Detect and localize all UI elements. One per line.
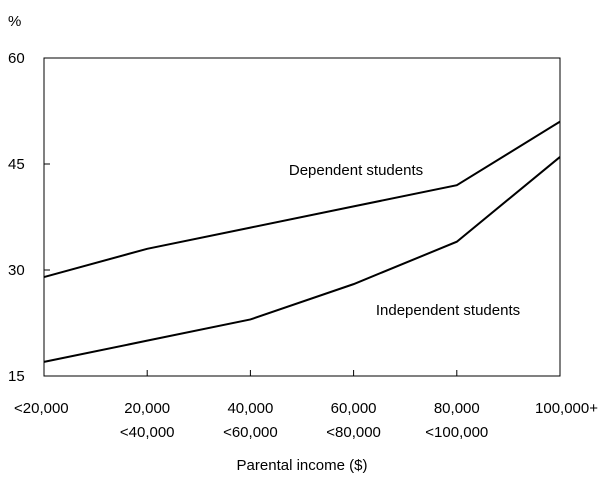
x-tick-label: <80,000 <box>326 424 381 441</box>
x-tick-label: 40,000 <box>227 400 273 417</box>
y-axis-ticks: 15 30 45 60 <box>8 50 50 385</box>
series-labels: Dependent students Independent students <box>289 162 520 319</box>
series-lines <box>43 120 561 363</box>
y-tick-label: 45 <box>8 156 25 173</box>
series-label-independent: Independent students <box>376 302 520 319</box>
y-tick-label: 15 <box>8 368 25 385</box>
series-line-dependent <box>43 120 561 279</box>
x-tick-label: 60,000 <box>331 400 377 417</box>
y-tick-label: 60 <box>8 50 25 67</box>
x-tick-label: 100,000+ <box>535 400 598 417</box>
x-axis-ticks: <20,000 20,000 <40,000 40,000 <60,000 60,000 <… <box>14 370 598 441</box>
x-tick-label: <60,000 <box>223 424 278 441</box>
y-axis-label: % <box>8 13 21 30</box>
x-tick-label: 20,000 <box>124 400 170 417</box>
x-tick-label: <40,000 <box>120 424 175 441</box>
plot-frame <box>43 57 561 377</box>
x-tick-label: <20,000 <box>14 400 69 417</box>
x-tick-label: <100,000 <box>425 424 488 441</box>
series-label-dependent: Dependent students <box>289 162 423 179</box>
x-axis-label: Parental income ($) <box>237 457 368 474</box>
x-tick-label: 80,000 <box>434 400 480 417</box>
y-tick-label: 30 <box>8 262 25 279</box>
series-line-independent <box>43 156 561 363</box>
